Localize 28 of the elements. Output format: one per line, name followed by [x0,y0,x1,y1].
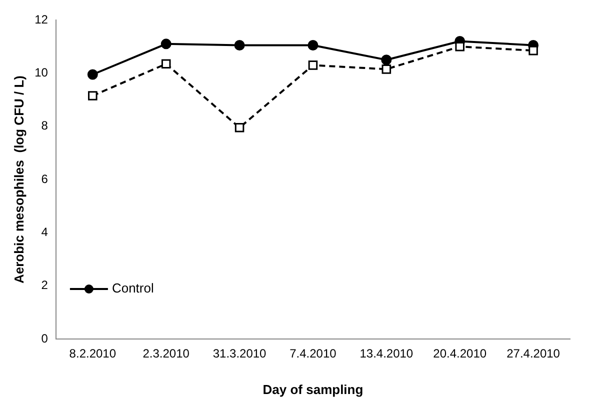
point [528,46,538,56]
point [234,123,244,132]
y-tick-label: 8 [41,118,48,133]
point [87,69,98,80]
x-tick-label: 20.4.2010 [433,346,487,361]
x-tick-label: 31.3.2010 [212,346,267,361]
legend-label: Control [112,280,154,296]
point [308,60,318,70]
point [160,38,172,50]
point [308,40,318,51]
y-tick-label: 12 [34,12,48,26]
point [234,40,245,51]
y-tick-label: 4 [41,224,48,239]
x-tick-label: 8.2.2010 [69,346,116,361]
x-tick-label: 27.4.2010 [506,346,560,361]
x-tick-label: 2.3.2010 [142,346,190,361]
point [381,54,392,66]
x-axis-title: Day of sampling [262,382,364,397]
point [382,64,392,74]
y-axis-title: Aerobic mesophiles (log CFU / L) [11,75,26,284]
y-tick-label: 6 [41,172,48,186]
point [161,59,171,68]
y-tick-label: 0 [41,331,48,346]
point [88,91,98,100]
y-tick-label: 10 [34,65,48,80]
x-tick-label: 13.4.2010 [360,346,414,361]
y-tick-label: 2 [41,278,48,292]
x-tick-label: 7.4.2010 [290,346,337,361]
